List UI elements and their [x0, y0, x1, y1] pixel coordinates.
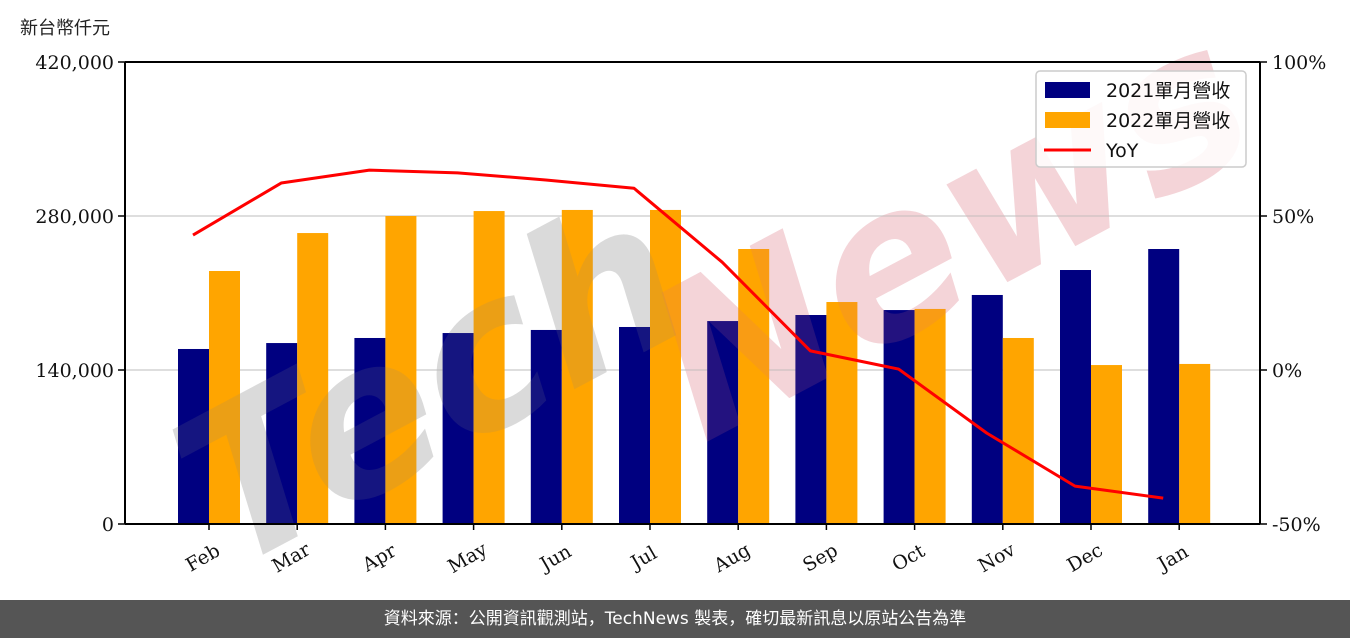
bar-2022-mar	[297, 233, 329, 525]
legend-label: YoY	[1105, 140, 1139, 162]
y-tick-label: 420,000	[35, 52, 114, 74]
bar-series	[178, 209, 1211, 525]
bar-2021-apr	[354, 337, 386, 524]
x-tick-label: Jan	[1152, 541, 1192, 577]
bar-2021-oct	[883, 310, 915, 524]
legend-swatch	[1045, 112, 1090, 128]
legend-label: 2021單月營收	[1106, 80, 1230, 102]
yoy-line	[192, 168, 1164, 500]
y2-tick-label: -50%	[1272, 514, 1321, 536]
bar-2022-sep	[826, 302, 858, 524]
x-tick-label: Oct	[888, 540, 929, 576]
bar-2021-mar	[266, 343, 298, 524]
x-tick-label: Jul	[626, 542, 661, 575]
bar-2022-may	[473, 211, 505, 525]
bar-2022-jun	[561, 209, 593, 524]
x-tick-label: Nov	[974, 539, 1019, 578]
bar-2021-nov	[971, 294, 1003, 524]
y2-tick-label: 0%	[1272, 360, 1302, 382]
bar-2022-dec	[1091, 365, 1122, 524]
y-tick-label: 0	[102, 514, 114, 536]
bar-2022-nov	[1002, 337, 1034, 524]
x-tick-label: Jun	[535, 540, 576, 576]
bar-2021-aug	[707, 321, 739, 524]
bar-2022-apr	[385, 216, 417, 524]
bar-2021-feb	[178, 348, 209, 524]
bar-2021-jun	[530, 329, 562, 524]
source-footer: 資料來源：公開資訊觀測站，TechNews 製表，確切最新訊息以原站公告為準	[0, 600, 1350, 638]
y2-tick-label: 50%	[1272, 206, 1314, 228]
bar-2021-jul	[619, 326, 650, 524]
x-tick-label: May	[444, 538, 491, 578]
bar-2022-jul	[650, 209, 681, 524]
legend-label: 2022單月營收	[1106, 110, 1230, 132]
x-tick-label: Sep	[799, 539, 842, 576]
watermark-text: Tech	[139, 150, 724, 600]
revenue-chart: TechNews TechNews 0140,000280,000420,000…	[35, 0, 1326, 600]
legend-swatch	[1045, 82, 1090, 98]
yoy-polyline	[192, 168, 1164, 500]
bar-2021-may	[442, 333, 474, 524]
bar-2022-feb	[209, 271, 240, 524]
x-tick-label: Dec	[1063, 539, 1106, 577]
y-tick-label: 140,000	[35, 360, 114, 382]
bar-2021-jan	[1148, 249, 1180, 524]
legend: 2021單月營收 2022單月營收 YoY	[1035, 70, 1247, 168]
y-axis-unit-label: 新台幣仟元	[20, 18, 110, 39]
y2-tick-label: 100%	[1272, 52, 1326, 74]
bar-2022-oct	[914, 308, 946, 524]
y-tick-label: 280,000	[35, 206, 114, 228]
bar-2022-jan	[1179, 363, 1211, 524]
x-tick-label: Aug	[709, 539, 754, 578]
